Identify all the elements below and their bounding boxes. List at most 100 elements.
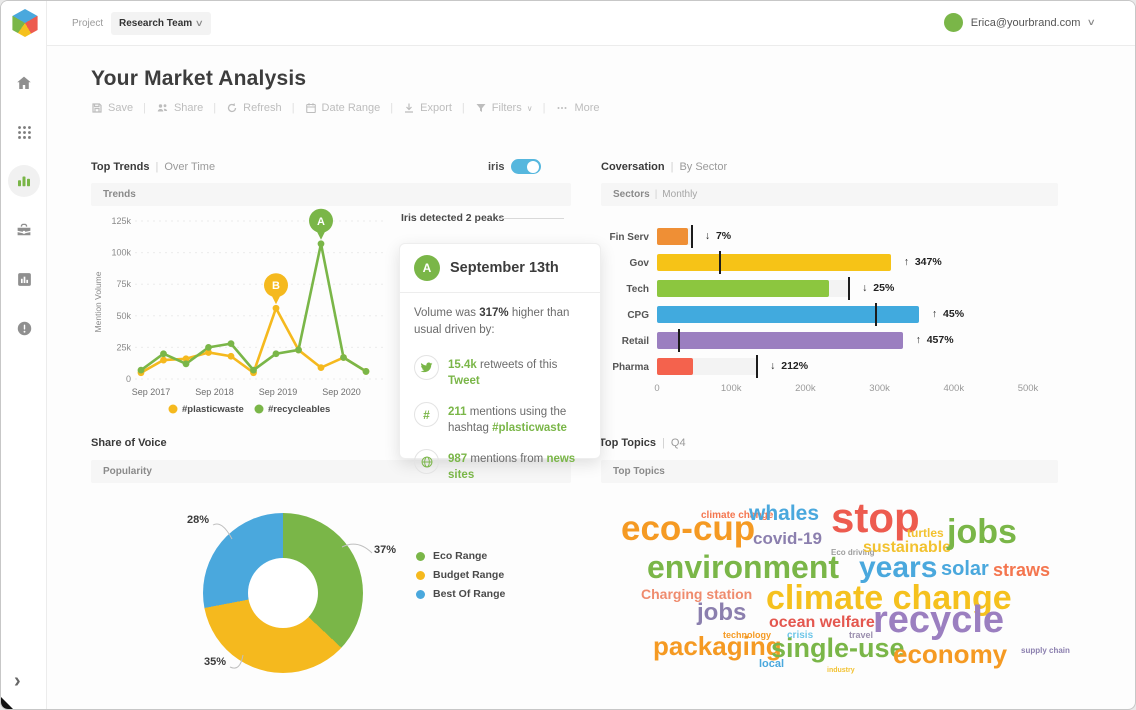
share-of-voice-donut-chart: Eco Range Budget Range Best Of Range 37% 35… <box>91 496 571 691</box>
word-cloud-term[interactable]: years <box>859 551 938 584</box>
word-cloud-term[interactable]: travel <box>849 630 874 640</box>
bar-fill[interactable] <box>657 358 693 375</box>
sectors-bar-chart: Fin Serv ↓ 7% Gov ↑ 347% Tech ↓ 25% CPG ↑ 45% Re… <box>601 211 1058 401</box>
bar-row-label: Fin Serv <box>609 232 649 243</box>
toolbar-separator: | <box>213 102 217 114</box>
bar-row-tech: Tech ↓ 25% <box>601 277 1058 300</box>
toolbar-button-label: Refresh <box>243 102 282 114</box>
toggle-knob <box>527 160 540 173</box>
pipe: | <box>670 161 674 173</box>
refresh-icon <box>226 102 238 114</box>
iris-peak-card: A September 13th Volume was 317% higher … <box>399 243 601 481</box>
toolbar-refresh-button[interactable]: Refresh <box>226 102 282 114</box>
donut-legend: Eco Range Budget Range Best Of Range <box>416 550 505 607</box>
legend-item[interactable]: Best Of Range <box>416 588 505 600</box>
alert-icon[interactable] <box>8 312 40 344</box>
toolbar-share-button[interactable]: Share <box>156 102 203 114</box>
word-cloud-term[interactable]: whales <box>749 502 820 525</box>
cursor-artifact <box>1 697 15 709</box>
iris-label: iris <box>488 160 505 173</box>
svg-text:Sep 2017: Sep 2017 <box>132 387 171 397</box>
word-cloud-term[interactable]: straws <box>993 560 1051 580</box>
legend-item[interactable]: Eco Range <box>416 550 505 562</box>
home-icon[interactable] <box>8 67 40 99</box>
x-axis-tick-label: 500k <box>1017 383 1039 394</box>
peak-description: Volume was 317% higher than usual driven… <box>414 307 570 336</box>
toolbar-button-label: Export <box>420 102 452 114</box>
word-cloud-term[interactable]: single-use <box>771 633 905 663</box>
svg-text:125k: 125k <box>111 216 131 226</box>
briefcase-icon[interactable] <box>8 214 40 246</box>
legend-label: Budget Range <box>433 569 505 581</box>
word-cloud-term[interactable]: Eco driving <box>831 548 875 557</box>
word-cloud-term[interactable]: sustainable <box>863 539 952 556</box>
iris-toggle[interactable] <box>510 159 541 174</box>
panel-subtitle: By Sector <box>679 161 728 173</box>
toolbar-more-button[interactable]: More <box>555 102 600 114</box>
benchmark-tick <box>756 355 759 378</box>
toolbar-filters-button[interactable]: Filters ∨ <box>475 102 533 114</box>
project-select[interactable]: Research Team ∨ <box>111 12 211 35</box>
svg-text:Sep 2018: Sep 2018 <box>195 387 234 397</box>
word-cloud-term[interactable]: crisis <box>787 630 814 641</box>
word-cloud-term[interactable]: ocean welfare <box>769 614 875 631</box>
top-topics-subheader: Top Topics <box>601 460 1058 483</box>
toolbar-export-button[interactable]: Export <box>403 102 452 114</box>
toolbar-save-button[interactable]: Save <box>91 102 133 114</box>
toolbar-separator: | <box>461 102 465 114</box>
word-cloud-term[interactable]: covid-19 <box>753 529 822 548</box>
bar-fill[interactable] <box>657 280 830 297</box>
bar-row-label: Retail <box>621 336 649 347</box>
word-cloud-term[interactable]: eco-cup <box>621 509 756 548</box>
bar-row-label: Gov <box>629 258 649 269</box>
trends-line-chart: 0 25k 50k 75k 100k 125k Mention Volume Sep 2017… <box>93 208 383 415</box>
sidebar-expand-chevron-icon[interactable]: › <box>14 670 21 692</box>
legend-item[interactable]: Budget Range <box>416 569 505 581</box>
brand-logo-icon[interactable] <box>12 9 38 37</box>
apps-grid-icon[interactable] <box>8 116 40 148</box>
benchmark-tick <box>874 303 877 326</box>
word-cloud-term[interactable]: climate change <box>766 579 1012 617</box>
report-chart-icon[interactable] <box>8 263 40 295</box>
word-cloud-term[interactable]: stop <box>831 494 920 541</box>
bar-fill[interactable] <box>657 254 891 271</box>
x-axis-tick-label: 0 <box>654 383 660 394</box>
word-cloud-term[interactable]: packaging <box>653 631 782 661</box>
word-cloud-term[interactable]: Charging station <box>641 586 753 602</box>
word-cloud-term[interactable]: recycle <box>873 599 1005 641</box>
project-label: Project <box>72 18 104 29</box>
word-cloud-term[interactable]: solar <box>941 558 989 580</box>
analytics-bars-icon[interactable] <box>8 165 40 197</box>
user-menu[interactable]: Erica@yourbrand.com ∨ <box>943 13 1096 32</box>
iris-note: Iris detected 2 peaks <box>401 212 505 224</box>
toolbar-date-range-button[interactable]: Date Range <box>305 102 380 114</box>
bar-change-label: ↓ 25% <box>862 282 895 294</box>
donut-leader-lines <box>212 523 373 669</box>
x-axis-tick-label: 100k <box>720 383 742 394</box>
word-cloud-term[interactable]: local <box>759 658 785 670</box>
panel-title-conversation: Coversation | By Sector <box>601 161 727 173</box>
panel-title-top-topics: Top Topics | Q4 <box>599 437 686 449</box>
word-cloud-term[interactable]: climate change <box>701 510 774 521</box>
word-cloud-term[interactable]: jobs <box>947 513 1017 551</box>
bar-fill[interactable] <box>657 306 919 323</box>
bar-row-label: Tech <box>626 284 649 295</box>
word-cloud-term[interactable]: industry <box>827 667 855 674</box>
toolbar-button-label: More <box>574 102 600 114</box>
svg-text:B: B <box>272 280 280 292</box>
word-cloud-term[interactable]: supply chain <box>1021 646 1070 655</box>
bar-fill[interactable] <box>657 228 689 245</box>
word-cloud-term[interactable]: jobs <box>697 599 747 626</box>
benchmark-tick <box>677 329 680 352</box>
word-cloud-term[interactable]: economy <box>893 639 1008 669</box>
word-cloud-term[interactable]: environment <box>647 549 840 585</box>
word-cloud-term[interactable]: turtles <box>907 526 944 540</box>
toolbar: Save | Share | Refresh | Date Range | Export | Fil… <box>91 102 600 114</box>
bar-fill[interactable] <box>657 332 903 349</box>
hashtag-icon: # <box>414 402 439 428</box>
trends-subheader: Trends <box>91 183 571 206</box>
peak-driver-text: 987 mentions from news sites <box>448 453 576 481</box>
benchmark-tick <box>690 225 693 248</box>
legend-label: Eco Range <box>433 550 488 562</box>
word-cloud-term[interactable]: technology <box>723 630 772 640</box>
